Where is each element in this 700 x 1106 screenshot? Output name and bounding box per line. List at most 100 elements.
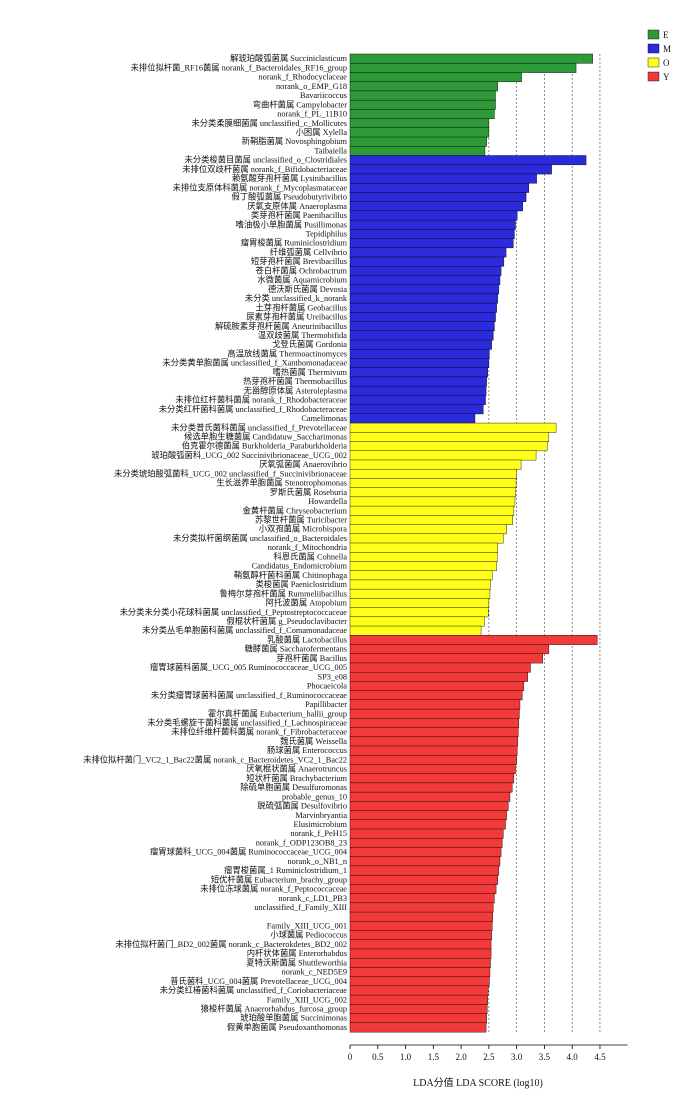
bar-label-Y-36: norank_c_NED5E9 <box>282 968 347 977</box>
legend-swatch-E <box>647 29 660 40</box>
bar-Y-13 <box>349 755 517 765</box>
legend-swatch-Y <box>647 71 660 82</box>
bar-Y-37 <box>349 976 490 987</box>
bar-M-27 <box>349 404 484 415</box>
bar-E-7 <box>349 118 490 129</box>
bar-Y-31 <box>349 921 493 931</box>
bar-label-Y-17: probable_genus_10 <box>282 792 347 801</box>
bar-Y-5 <box>349 681 525 691</box>
bar-M-10 <box>349 247 507 258</box>
bar-Y-42 <box>349 1022 487 1033</box>
bar-label-Y-13: 未排位拟杆菌门_VC2_1_Bac22菌属 norank_c_Bacteroid… <box>83 754 347 764</box>
bar-label-M-23: 嗜热菌属 Thermivum <box>273 367 348 377</box>
bar-M-20 <box>349 339 492 350</box>
bar-label-Y-39: Family_XIII_UCG_002 <box>267 995 347 1004</box>
bar-Y-11 <box>349 736 518 747</box>
bar-E-6 <box>349 109 495 119</box>
bar-Y-2 <box>349 653 543 664</box>
bar-Y-16 <box>349 782 513 793</box>
bar-label-M-2: 赖氨酸芽孢杆菌属 Lysinibacillus <box>232 173 347 183</box>
bar-label-Y-22: norank_f_ODP123OB8_23 <box>256 838 347 847</box>
bar-label-Y-23: 瘤胃球菌科_UCG_004菌属 Ruminococcaceae_UCG_004 <box>150 847 348 857</box>
bar-label-Y-12: 肠球菌属 Enterococcus <box>267 745 347 755</box>
bar-label-Y-37: 普氏菌科_UCG_004菌属 Prevotellaceae_UCG_004 <box>170 976 348 986</box>
bar-M-25 <box>349 385 487 396</box>
bar-Y-18 <box>349 801 509 811</box>
bar-O-22 <box>349 625 482 636</box>
bar-label-Y-0: 乳酸菌属 Lactobacillus <box>267 634 347 644</box>
bar-label-Y-19: Marvinbryantia <box>295 811 347 820</box>
bar-Y-22 <box>349 838 503 848</box>
bar-label-E-1: 未排位拟杆菌_RF16菌属 norank_f_Bacteroidales_RF1… <box>131 62 347 72</box>
bar-O-4 <box>349 459 522 470</box>
bar-label-M-26: 未排位红杆菌科菌属 norank_f_Rhodobacteraceae <box>175 395 347 405</box>
bar-O-19 <box>349 598 490 608</box>
bar-label-Y-32: 小球菌属 Pediococcus <box>270 930 347 940</box>
bar-M-22 <box>349 358 490 369</box>
bar-label-Y-28: norank_c_LD1_PB3 <box>278 894 347 903</box>
bar-Y-23 <box>349 847 502 858</box>
bar-label-O-9: 金黄杆菌属 Chryseobacterium <box>243 505 348 515</box>
bar-label-E-7: 未分类柔膜细菌属 unclassified_c_Mollicutes <box>191 118 347 128</box>
bar-label-M-27: 未分类红杆菌科菌属 unclassified_f_Rhodobacteracea… <box>159 404 348 414</box>
bar-O-12 <box>349 533 504 544</box>
bar-E-9 <box>349 136 487 147</box>
bar-M-24 <box>349 376 487 387</box>
bar-M-13 <box>349 275 501 286</box>
legend-label-O: O <box>663 58 670 68</box>
bar-M-9 <box>349 238 514 249</box>
x-tick-label-9: 4.5 <box>594 1052 606 1062</box>
bar-label-Y-41: 琥珀酸单胞菌属 Succinimonas <box>240 1013 347 1023</box>
bar-Y-34 <box>349 948 492 959</box>
bar-label-Y-18: 脱硫弧菌属 Desulfovibrio <box>257 801 347 811</box>
bar-Y-17 <box>349 791 511 802</box>
bar-label-M-20: 戈登氏菌属 Gordonia <box>272 339 347 349</box>
bar-Y-0 <box>349 635 598 645</box>
x-axis-label: LDA分值 LDA SCORE (log10) <box>413 1076 543 1089</box>
bar-Y-10 <box>349 727 519 738</box>
bar-O-20 <box>349 607 489 618</box>
bar-label-Y-25: 瘤胃梭菌属_1 Ruminiclostridium_1 <box>224 865 347 875</box>
bar-M-15 <box>349 293 498 304</box>
bar-Y-39 <box>349 994 488 1005</box>
bar-M-23 <box>349 367 488 378</box>
bar-label-Y-33: 未排位拟杆菌门_BD2_002菌属 norank_c_Bacterokdetes… <box>115 939 347 949</box>
legend-swatch-O <box>647 57 660 68</box>
bar-label-Y-3: 瘤胃球菌科菌属_UCG_005 Ruminococcaceae_UCG_005 <box>150 662 347 672</box>
bar-label-O-4: 厌氧弧菌属 Anaerovibrio <box>259 459 347 469</box>
bar-label-Y-20: Elusimicrobium <box>294 820 348 829</box>
bar-label-Y-14: 厌氧棍状菌属 Anaerotruncus <box>246 764 347 774</box>
bar-Y-30 <box>349 911 493 922</box>
bar-Y-35 <box>349 957 491 968</box>
bar-M-26 <box>349 395 486 405</box>
bar-M-5 <box>349 201 523 212</box>
bar-label-M-28: Camelimonas <box>301 414 347 423</box>
bars <box>349 53 598 1033</box>
bar-label-O-3: 琥珀酸弧菌科_UCG_002 Succinivibrionaceae_UCG_0… <box>151 450 347 460</box>
bar-label-Y-1: 糖酵菌属 Saccharofermentans <box>244 644 347 654</box>
bar-O-13 <box>349 542 498 553</box>
bar-label-Y-42: 假黄单胞菌属 Pseudoxanthomonas <box>227 1022 347 1032</box>
bar-label-Y-21: norank_f_PeH15 <box>290 829 347 838</box>
bar-label-M-6: 类芽孢杆菌属 Paenibacillus <box>251 210 347 220</box>
bar-label-M-4: 假丁酸弧菌属 Pseudobutyrivibrio <box>232 192 347 202</box>
bar-O-2 <box>349 441 548 452</box>
bar-label-E-4: Bavariicoccus <box>300 91 347 100</box>
bar-Y-6 <box>349 690 523 701</box>
bar-label-O-18: 鲁梅尔芽孢杆菌属 Rummeliibacillus <box>220 588 347 598</box>
bar-label-Y-15: 短状杆菌属 Brachybacterium <box>246 773 347 783</box>
bar-Y-20 <box>349 819 506 830</box>
bar-Y-8 <box>349 708 520 719</box>
bar-Y-24 <box>349 856 501 867</box>
bar-Y-32 <box>349 930 492 941</box>
bar-label-Y-10: 未排位纤维杆菌科菌属 norank_f_Fibrobacteraceae <box>171 727 347 737</box>
bar-M-28 <box>349 413 476 424</box>
bar-E-1 <box>349 63 577 73</box>
bar-label-M-18: 解硫胺素芽孢杆菌属 Aneurinibacillus <box>215 321 347 331</box>
bar-M-17 <box>349 312 496 322</box>
bar-M-8 <box>349 229 515 239</box>
x-tick-label-1: 0.5 <box>372 1052 384 1062</box>
bar-label-Y-31: Family_XIII_UCG_001 <box>267 921 347 930</box>
x-tick-label-2: 1.0 <box>400 1052 412 1062</box>
